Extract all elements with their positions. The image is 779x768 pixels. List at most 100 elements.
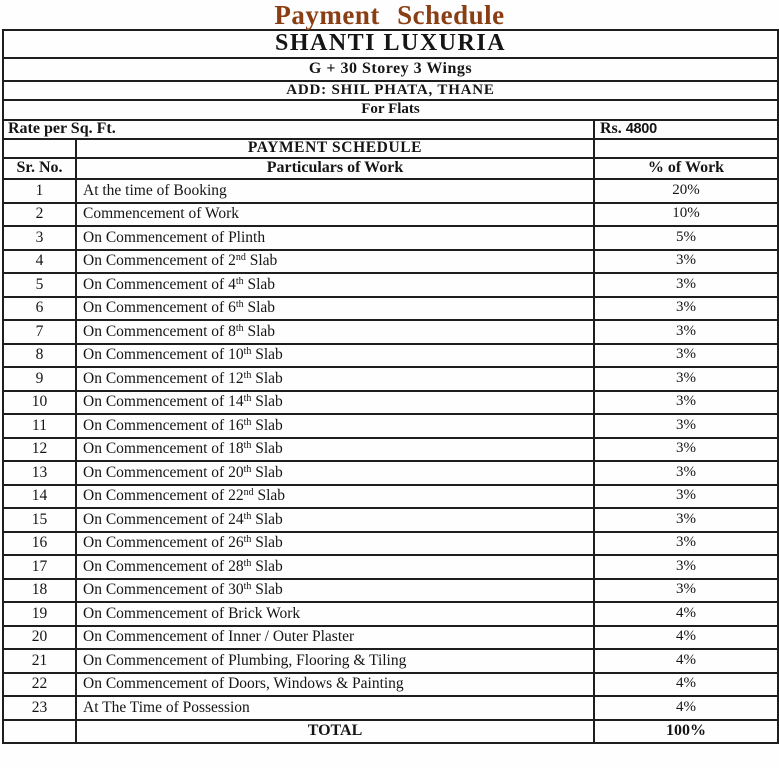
row-sr-no: 22 bbox=[2, 671, 77, 697]
row-particulars: On Commencement of 20th Slab bbox=[75, 460, 595, 486]
table-row: 9 On Commencement of 12th Slab 3% bbox=[2, 366, 779, 392]
row-particulars: On Commencement of 4th Slab bbox=[75, 272, 595, 298]
row-sr-no: 9 bbox=[2, 366, 77, 392]
row-percent: 3% bbox=[592, 413, 779, 439]
section-title-row: PAYMENT SCHEDULE bbox=[2, 138, 779, 159]
table-row: 15 On Commencement of 24th Slab 3% bbox=[2, 507, 779, 533]
ordinal-superscript: th bbox=[243, 557, 252, 569]
particulars-tail: Slab bbox=[251, 557, 283, 575]
table-row: 12 On Commencement of 18th Slab 3% bbox=[2, 436, 779, 462]
particulars-tail: Slab bbox=[251, 346, 283, 364]
particulars-tail: Slab bbox=[251, 369, 283, 387]
row-particulars: On Commencement of 30th Slab bbox=[75, 577, 595, 603]
col-header-sr-no: Sr. No. bbox=[2, 157, 77, 180]
row-sr-no: 18 bbox=[2, 577, 77, 603]
row-percent: 3% bbox=[592, 366, 779, 392]
row-percent: 3% bbox=[592, 577, 779, 603]
table-row: 1 At the time of Booking 20% bbox=[2, 178, 779, 204]
table-row: 17 On Commencement of 28th Slab 3% bbox=[2, 554, 779, 580]
table-row: 18 On Commencement of 30th Slab 3% bbox=[2, 577, 779, 603]
section-empty-right-cell bbox=[592, 138, 779, 159]
table-row: 21 On Commencement of Plumbing, Flooring… bbox=[2, 648, 779, 674]
particulars-text: On Commencement of 20 bbox=[83, 463, 244, 481]
col-header-particulars: Particulars of Work bbox=[75, 157, 595, 180]
project-name-row: SHANTI LUXURIA bbox=[1, 29, 779, 59]
row-percent: 3% bbox=[592, 460, 779, 486]
ordinal-superscript: th bbox=[243, 440, 252, 452]
table-row: 13 On Commencement of 20th Slab 3% bbox=[2, 460, 779, 486]
row-sr-no: 23 bbox=[2, 695, 77, 721]
particulars-text: On Commencement of 30 bbox=[83, 581, 244, 599]
row-sr-no: 15 bbox=[2, 507, 77, 533]
row-particulars: On Commencement of 12th Slab bbox=[75, 366, 595, 392]
table-row: 23 At The Time of Possession 4% bbox=[2, 695, 779, 721]
particulars-text: On Commencement of Inner / Outer Plaster bbox=[83, 628, 355, 646]
row-particulars: On Commencement of 24th Slab bbox=[75, 507, 595, 533]
row-sr-no: 10 bbox=[2, 389, 77, 415]
particulars-text: On Commencement of 16 bbox=[83, 416, 244, 434]
table-row: 3 On Commencement of Plinth 5% bbox=[2, 225, 779, 251]
row-sr-no: 14 bbox=[2, 483, 77, 509]
row-percent: 4% bbox=[592, 624, 779, 650]
row-particulars: On Commencement of Plinth bbox=[75, 225, 595, 251]
row-particulars: On Commencement of 14th Slab bbox=[75, 389, 595, 415]
row-sr-no: 3 bbox=[2, 225, 77, 251]
row-sr-no: 16 bbox=[2, 530, 77, 556]
ordinal-superscript: th bbox=[235, 322, 244, 334]
for-flats-row: For Flats bbox=[1, 99, 779, 121]
row-particulars: At the time of Booking bbox=[75, 178, 595, 204]
particulars-tail: Slab bbox=[251, 581, 283, 599]
row-sr-no: 11 bbox=[2, 413, 77, 439]
row-sr-no: 12 bbox=[2, 436, 77, 462]
total-empty-cell bbox=[2, 718, 77, 744]
row-particulars: On Commencement of 28th Slab bbox=[75, 554, 595, 580]
row-sr-no: 6 bbox=[2, 295, 77, 321]
ordinal-superscript: th bbox=[235, 299, 244, 311]
particulars-text: On Commencement of Plinth bbox=[83, 228, 266, 246]
row-particulars: On Commencement of 18th Slab bbox=[75, 436, 595, 462]
row-particulars: On Commencement of 6th Slab bbox=[75, 295, 595, 321]
ordinal-superscript: nd bbox=[243, 487, 254, 499]
row-particulars: On Commencement of 16th Slab bbox=[75, 413, 595, 439]
storey-info: G + 30 Storey 3 Wings bbox=[1, 57, 779, 82]
particulars-text: On Commencement of 12 bbox=[83, 369, 244, 387]
row-particulars: On Commencement of Doors, Windows & Pain… bbox=[75, 671, 595, 697]
ordinal-superscript: nd bbox=[235, 252, 246, 264]
row-percent: 3% bbox=[592, 483, 779, 509]
table-row: 11 On Commencement of 16th Slab 3% bbox=[2, 413, 779, 439]
particulars-text: On Commencement of 8 bbox=[83, 322, 236, 340]
row-sr-no: 20 bbox=[2, 624, 77, 650]
row-sr-no: 2 bbox=[2, 201, 77, 227]
ordinal-superscript: th bbox=[243, 416, 252, 428]
project-name: SHANTI LUXURIA bbox=[1, 29, 779, 59]
row-percent: 3% bbox=[592, 389, 779, 415]
row-particulars: On Commencement of 26th Slab bbox=[75, 530, 595, 556]
particulars-text: On Commencement of 24 bbox=[83, 510, 244, 528]
col-header-pct-of-work: % of Work bbox=[592, 157, 779, 180]
particulars-text: On Commencement of Doors, Windows & Pain… bbox=[83, 675, 404, 693]
particulars-tail: Slab bbox=[243, 299, 276, 317]
row-particulars: On Commencement of 10th Slab bbox=[75, 342, 595, 368]
row-sr-no: 5 bbox=[2, 272, 77, 298]
row-percent: 4% bbox=[592, 648, 779, 674]
row-percent: 3% bbox=[592, 436, 779, 462]
rate-row: Rate per Sq. Ft. Rs. 4800 bbox=[2, 119, 779, 140]
row-percent: 20% bbox=[592, 178, 779, 204]
particulars-tail: Slab bbox=[243, 322, 276, 340]
row-sr-no: 7 bbox=[2, 319, 77, 345]
storey-info-row: G + 30 Storey 3 Wings bbox=[1, 57, 779, 82]
rate-amount: 4800 bbox=[625, 121, 657, 138]
ordinal-superscript: th bbox=[243, 581, 252, 593]
table-row: 22 On Commencement of Doors, Windows & P… bbox=[2, 671, 779, 697]
ordinal-superscript: th bbox=[235, 275, 244, 287]
row-particulars: On Commencement of Inner / Outer Plaster bbox=[75, 624, 595, 650]
particulars-tail: Slab bbox=[245, 252, 278, 270]
particulars-text: On Commencement of 10 bbox=[83, 346, 244, 364]
particulars-text: On Commencement of 22 bbox=[83, 487, 244, 505]
table-row: 4 On Commencement of 2nd Slab 3% bbox=[2, 248, 779, 274]
row-percent: 4% bbox=[592, 601, 779, 627]
row-sr-no: 13 bbox=[2, 460, 77, 486]
particulars-text: On Commencement of 4 bbox=[83, 275, 236, 293]
row-sr-no: 17 bbox=[2, 554, 77, 580]
row-percent: 5% bbox=[592, 225, 779, 251]
